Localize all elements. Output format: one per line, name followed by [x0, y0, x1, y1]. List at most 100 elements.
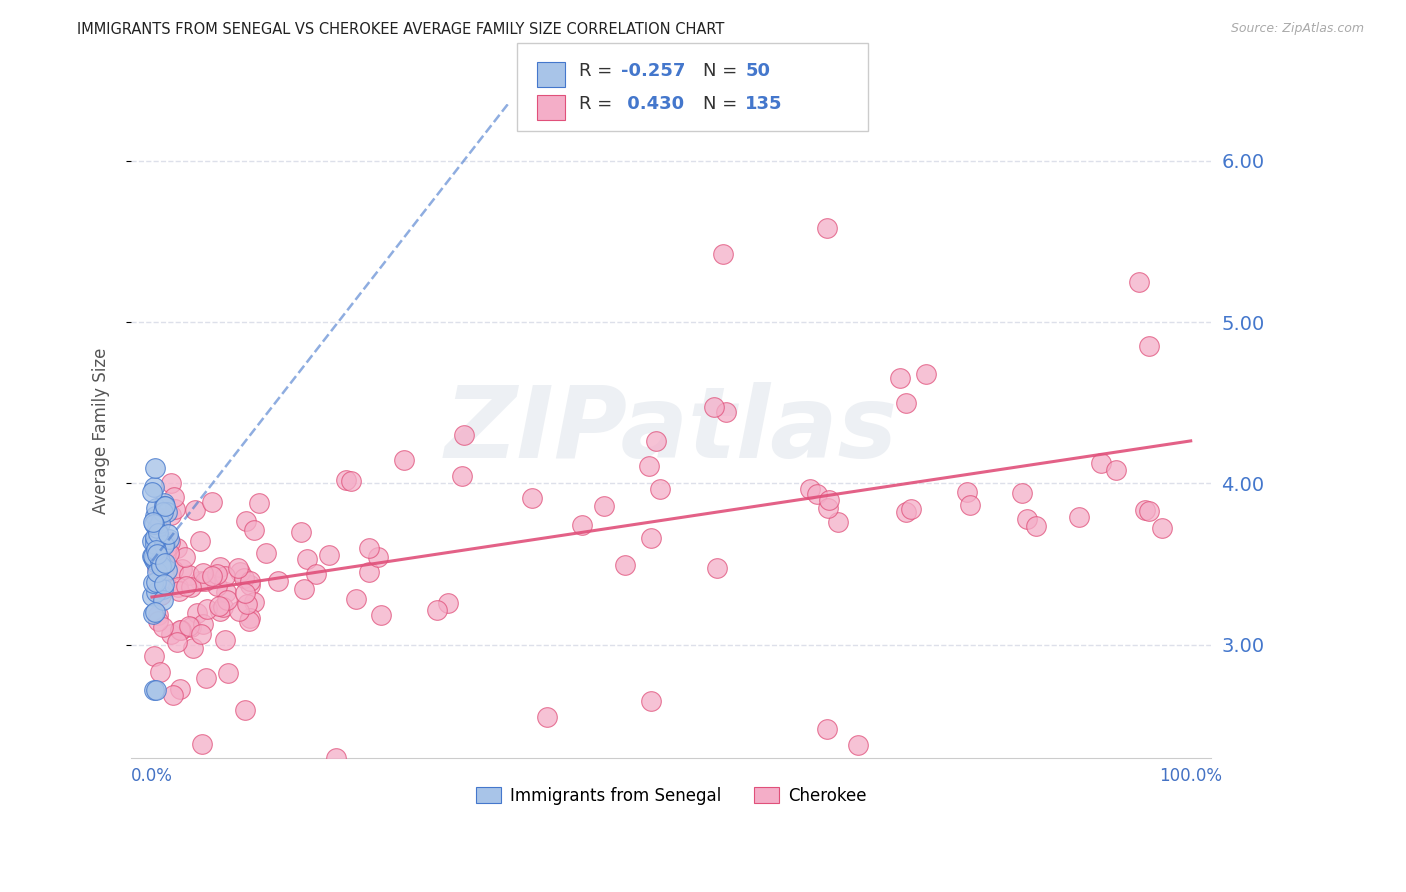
Point: [247, 496, 270, 510]
Point: [229, 565, 252, 579]
Point: [1011, 485, 1033, 500]
Point: [188, 574, 211, 589]
Point: [711, 247, 734, 261]
Point: [193, 574, 215, 589]
Point: [141, 534, 163, 549]
Point: [145, 585, 167, 599]
Point: [217, 666, 239, 681]
Text: R =: R =: [579, 95, 619, 113]
Point: [799, 483, 821, 497]
Point: [143, 461, 166, 475]
Point: [217, 593, 239, 607]
Point: [208, 599, 231, 613]
Point: [889, 371, 911, 385]
Point: [160, 476, 183, 491]
Point: [359, 565, 381, 579]
Point: [184, 503, 207, 517]
Point: [344, 591, 367, 606]
Point: [243, 595, 266, 609]
Point: [163, 490, 186, 504]
Point: [806, 487, 828, 501]
Point: [236, 597, 259, 611]
Point: [1090, 456, 1112, 470]
Point: [143, 605, 166, 619]
Point: [143, 533, 166, 547]
Point: [1150, 521, 1173, 535]
Point: [142, 550, 165, 565]
Point: [593, 499, 616, 513]
Point: [1025, 518, 1047, 533]
Legend: Immigrants from Senegal, Cherokee: Immigrants from Senegal, Cherokee: [470, 780, 873, 812]
Point: [157, 527, 180, 541]
Point: [145, 543, 167, 558]
Point: [191, 617, 214, 632]
Point: [644, 434, 666, 449]
Point: [214, 633, 236, 648]
Text: Source: ZipAtlas.com: Source: ZipAtlas.com: [1230, 22, 1364, 36]
Point: [267, 574, 290, 588]
Point: [290, 524, 312, 539]
Point: [959, 499, 981, 513]
Point: [716, 405, 738, 419]
Point: [191, 566, 214, 580]
Point: [163, 501, 186, 516]
Point: [235, 514, 257, 528]
Point: [205, 567, 228, 582]
Point: [146, 560, 169, 574]
Point: [894, 505, 917, 519]
Point: [142, 480, 165, 494]
Point: [145, 557, 167, 571]
Point: [141, 589, 163, 603]
Point: [146, 547, 169, 561]
Point: [152, 582, 174, 597]
Point: [638, 459, 661, 474]
Point: [146, 549, 169, 564]
Text: 135: 135: [745, 95, 783, 113]
Point: [815, 221, 838, 235]
Point: [238, 614, 260, 628]
Point: [370, 608, 392, 623]
Point: [340, 474, 363, 488]
Point: [194, 671, 217, 685]
Point: [142, 648, 165, 663]
Point: [148, 614, 170, 628]
Point: [437, 596, 460, 610]
Point: [155, 578, 177, 592]
Point: [149, 559, 172, 574]
Point: [152, 552, 174, 566]
Point: [159, 508, 181, 522]
Point: [152, 593, 174, 607]
Point: [145, 500, 167, 515]
Point: [152, 505, 174, 519]
Point: [167, 583, 190, 598]
Point: [166, 541, 188, 555]
Y-axis label: Average Family Size: Average Family Size: [93, 348, 110, 514]
Point: [145, 546, 167, 560]
Point: [1137, 339, 1160, 353]
Point: [195, 602, 218, 616]
Point: [160, 627, 183, 641]
Point: [145, 553, 167, 567]
Point: [180, 620, 202, 634]
Point: [176, 579, 198, 593]
Point: [191, 738, 214, 752]
Point: [180, 580, 202, 594]
Text: N =: N =: [703, 95, 742, 113]
Point: [141, 549, 163, 563]
Point: [207, 578, 229, 592]
Point: [152, 620, 174, 634]
Text: ZIPatlas: ZIPatlas: [444, 383, 898, 479]
Point: [817, 501, 839, 516]
Point: [159, 534, 181, 549]
Point: [1067, 510, 1090, 524]
Point: [226, 561, 249, 575]
Point: [1105, 463, 1128, 477]
Point: [148, 554, 170, 568]
Point: [143, 537, 166, 551]
Point: [208, 559, 231, 574]
Point: [142, 553, 165, 567]
Point: [815, 722, 838, 736]
Point: [232, 571, 254, 585]
Point: [148, 550, 170, 565]
Point: [181, 640, 204, 655]
